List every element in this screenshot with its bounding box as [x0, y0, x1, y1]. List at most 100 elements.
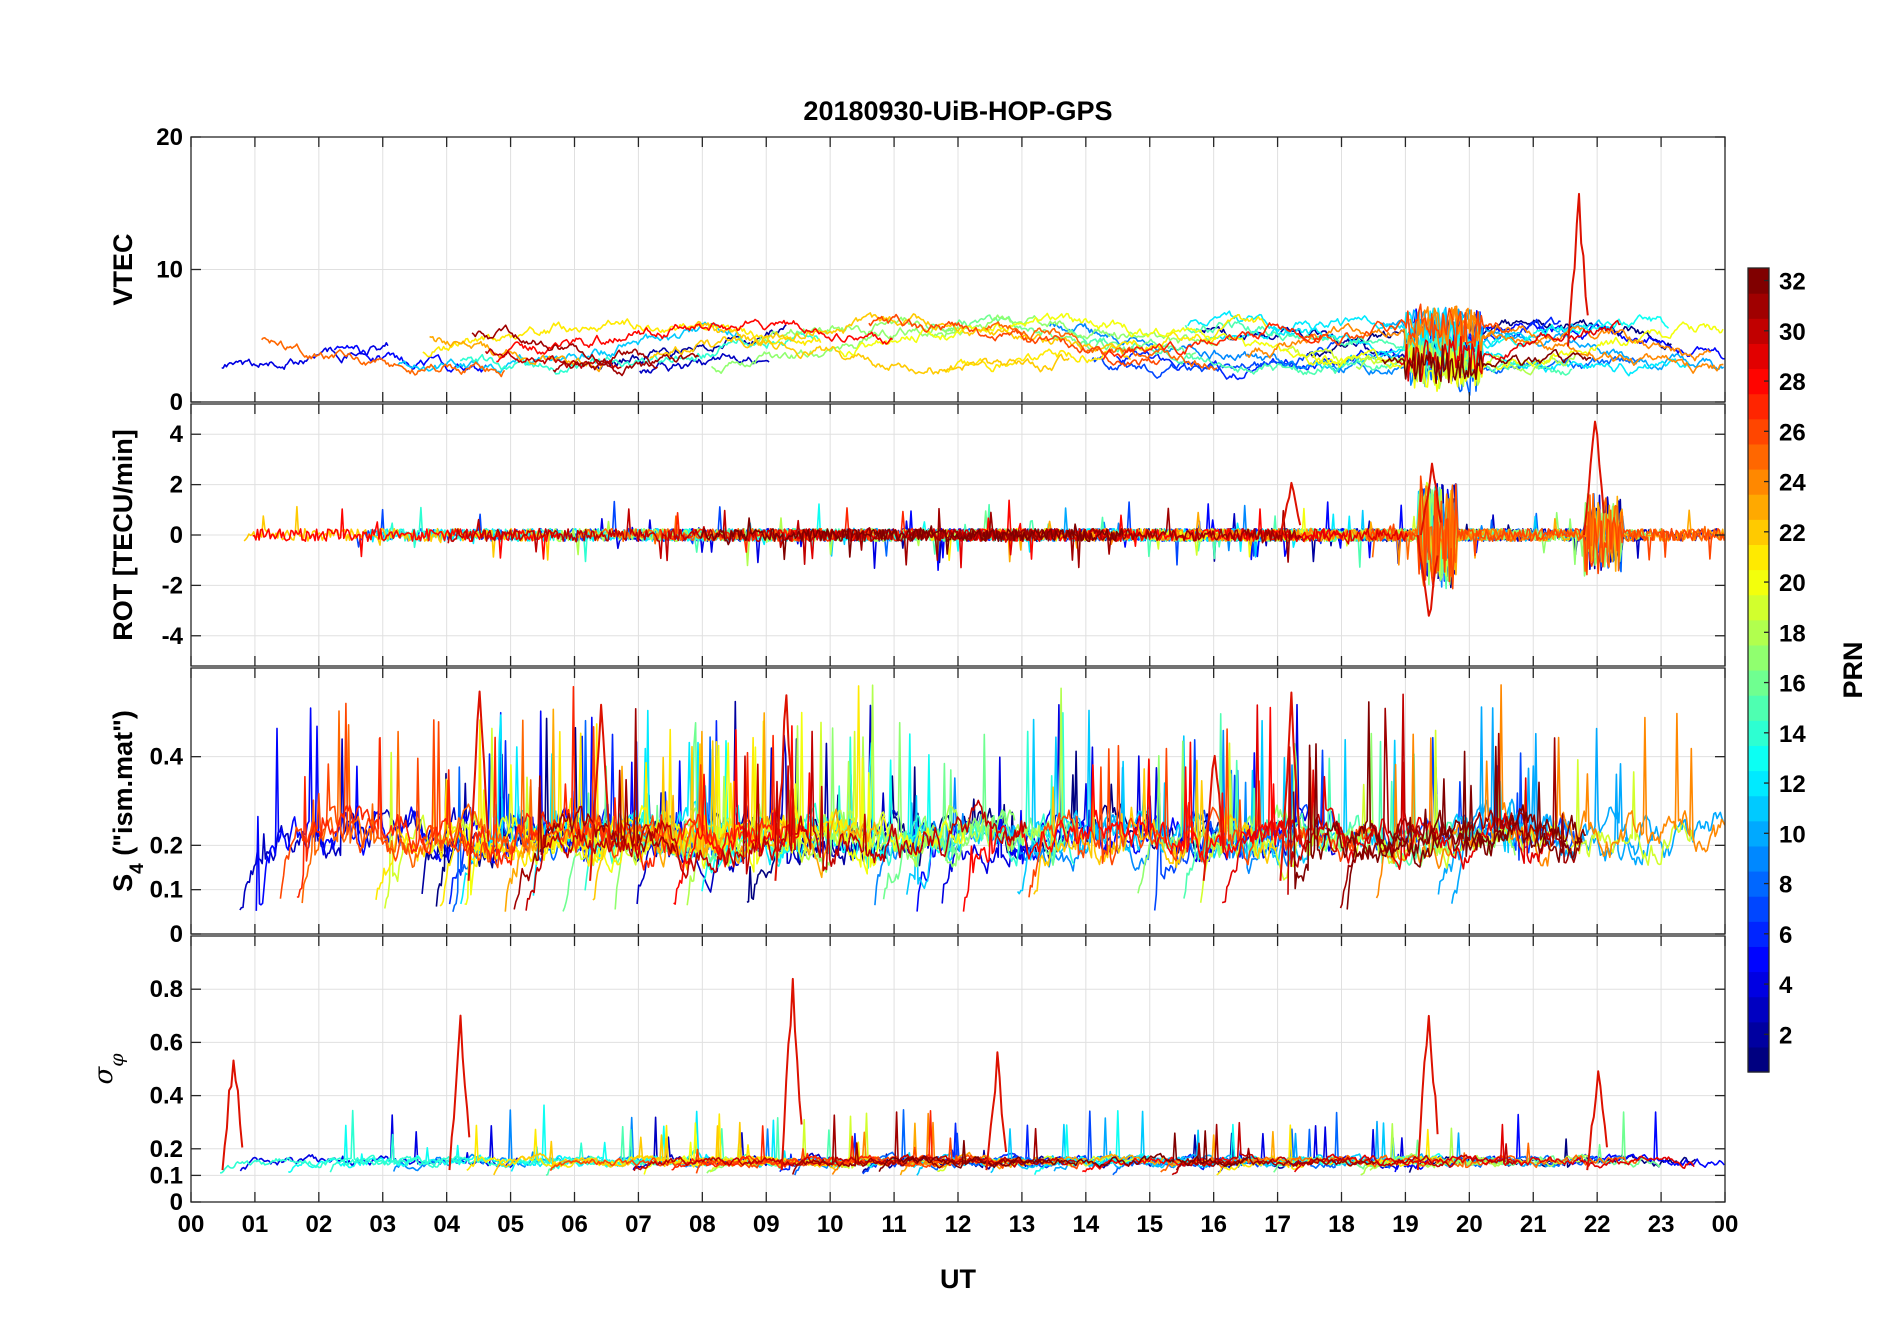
y-tick-label: 0.1	[150, 877, 183, 904]
colorbar-tick-label: 32	[1779, 269, 1806, 296]
colorbar-swatch	[1748, 971, 1769, 998]
event-spike	[448, 1014, 471, 1171]
y-tick-label: 2	[170, 472, 183, 499]
colorbar-label: PRN	[1838, 641, 1868, 698]
x-tick-label: 16	[1200, 1211, 1227, 1238]
y-axis-label: VTEC	[108, 233, 138, 305]
series-line	[878, 1130, 1251, 1172]
series-line	[639, 352, 770, 374]
event-spike	[1416, 534, 1439, 617]
colorbar-swatch	[1748, 393, 1769, 420]
colorbar-swatch	[1748, 519, 1769, 545]
series-line	[1398, 319, 1621, 383]
colorbar-tick-label: 18	[1779, 620, 1806, 647]
series-line	[296, 685, 792, 898]
y-tick-label: 20	[156, 124, 183, 151]
colorbar-swatch	[1748, 770, 1769, 797]
colorbar-swatch	[1748, 695, 1769, 721]
colorbar-swatch	[1748, 268, 1769, 294]
series-line	[447, 508, 833, 566]
colorbar-tick-label: 30	[1779, 319, 1806, 346]
event-spike	[221, 1059, 244, 1171]
series-line	[633, 1153, 1076, 1172]
series-group	[220, 977, 1725, 1176]
event-spike	[1279, 691, 1302, 881]
series-group	[239, 684, 1726, 912]
colorbar-tick-label: 26	[1779, 419, 1806, 446]
x-tick-label: 12	[945, 1211, 972, 1238]
series-line	[614, 721, 1016, 910]
series-line	[1311, 321, 1724, 393]
series-line	[525, 730, 1027, 911]
series-line	[549, 1146, 1010, 1172]
event-spike	[589, 703, 611, 881]
colorbar-swatch	[1748, 644, 1769, 671]
x-tick-label: 05	[497, 1211, 524, 1238]
colorbar-swatch	[1748, 1046, 1769, 1073]
colorbar-swatch	[1748, 318, 1769, 344]
event-spike	[774, 694, 797, 881]
colorbar-tick-label: 14	[1779, 721, 1806, 748]
series-line	[1364, 475, 1726, 590]
colorbar-frame	[1747, 267, 1770, 1073]
colorbar-swatch	[1748, 569, 1769, 596]
series-line	[1346, 745, 1583, 910]
series-line	[397, 321, 743, 374]
y-tick-label: 0	[170, 1189, 183, 1216]
series-line	[1381, 345, 1592, 385]
y-tick-label: -2	[162, 572, 183, 599]
x-tick-label: 02	[305, 1211, 332, 1238]
colorbar-swatch	[1748, 368, 1769, 395]
colorbar-swatch	[1748, 896, 1769, 922]
series-line	[221, 341, 389, 371]
x-tick-label: 04	[433, 1211, 460, 1238]
colorbar-swatch	[1748, 871, 1769, 897]
colorbar-swatch	[1748, 594, 1769, 621]
series-line	[962, 706, 1288, 912]
panel-s4: 0 0.1 0.2 0.4S4 ("ism.mat")	[108, 667, 1726, 948]
series-line	[1171, 1121, 1516, 1176]
series-line	[552, 352, 700, 377]
colorbar-swatch	[1748, 996, 1769, 1023]
x-tick-label: 14	[1072, 1211, 1099, 1238]
series-line	[1300, 303, 1511, 351]
colorbar-swatch	[1748, 494, 1769, 520]
colorbar-tick-label: 20	[1779, 570, 1806, 597]
event-spike	[1583, 420, 1605, 536]
x-tick-labels: 00 01 02 03 04 05 06 07 08 09 10 11 12 13 14 15 16 17 18 19…	[178, 1211, 1739, 1238]
x-tick-label: 03	[369, 1211, 396, 1238]
x-tick-label: 10	[817, 1211, 844, 1238]
x-tick-label: 00	[178, 1211, 205, 1238]
series-line	[868, 313, 1161, 367]
series-line	[496, 318, 893, 363]
series-line	[422, 318, 822, 358]
colorbar-swatch	[1748, 670, 1769, 696]
colorbar-tick-label: 2	[1779, 1022, 1792, 1049]
series-line	[1355, 342, 1576, 390]
series-line	[513, 707, 677, 910]
colorbar-swatch	[1748, 720, 1769, 746]
x-tick-label: 17	[1264, 1211, 1291, 1238]
y-tick-label: 0.6	[150, 1029, 183, 1056]
y-tick-label: 4	[170, 421, 184, 448]
x-tick-label: 23	[1648, 1211, 1675, 1238]
series-line	[1082, 1156, 1234, 1173]
event-spike	[1416, 1014, 1439, 1171]
series-line	[1033, 759, 1278, 895]
colorbar-swatch	[1748, 1021, 1769, 1048]
event-spike	[1567, 192, 1589, 347]
x-axis-label: UT	[940, 1264, 976, 1294]
y-tick-label: 0	[170, 921, 183, 948]
colorbar-swatch	[1748, 845, 1769, 872]
x-tick-label: 18	[1328, 1211, 1355, 1238]
x-tick-label: 11	[881, 1211, 906, 1238]
panel-sigma: 00.10.2 0.4 0.6 0.8 σφ	[89, 935, 1726, 1216]
series-line	[596, 324, 787, 370]
x-tick-label: 01	[242, 1211, 269, 1238]
y-tick-label: 0	[170, 389, 183, 416]
series-line	[261, 336, 506, 378]
series-line	[941, 703, 1336, 904]
event-spike	[1586, 1070, 1608, 1171]
colorbar-swatch	[1748, 619, 1769, 646]
